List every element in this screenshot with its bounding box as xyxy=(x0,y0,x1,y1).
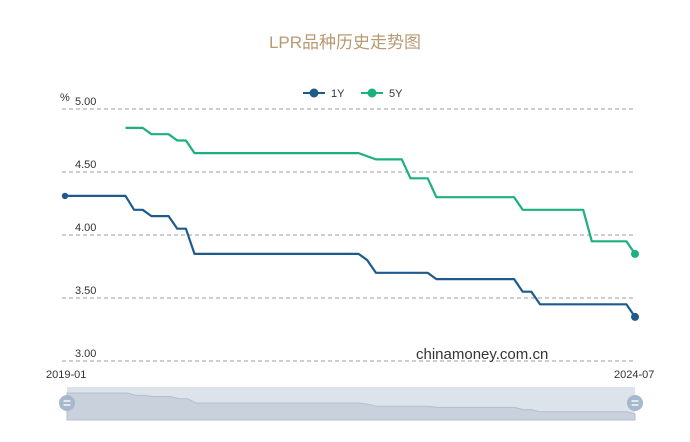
y-tick-label: 3.50 xyxy=(75,285,96,297)
y-tick-label: 4.00 xyxy=(75,222,96,234)
legend[interactable]: 1Y 5Y xyxy=(303,88,403,100)
series-end-point-1Y xyxy=(631,312,639,321)
slider-handle-left[interactable] xyxy=(59,395,75,411)
legend-marker xyxy=(309,88,319,98)
series-start-point-1Y xyxy=(61,192,69,200)
legend-label: 5Y xyxy=(389,88,403,100)
x-range-end-label: 2024-07 xyxy=(614,369,654,381)
y-axis-ticks: 5.00 4.50 4.00 3.50 3.00 xyxy=(75,96,96,360)
watermark: chinamoney.com.cn xyxy=(416,346,548,363)
data-zoom-slider[interactable] xyxy=(59,387,643,421)
series-layer xyxy=(61,126,639,321)
y-tick-label: 5.00 xyxy=(75,96,96,108)
y-tick-label: 3.00 xyxy=(75,348,96,360)
series-line-1Y xyxy=(65,194,636,318)
grid-lines xyxy=(62,108,636,362)
legend-marker xyxy=(367,88,377,98)
legend-item-5Y[interactable]: 5Y xyxy=(361,88,403,100)
legend-label: 1Y xyxy=(331,88,345,100)
y-axis-unit-label: % xyxy=(60,92,70,104)
chart-title: LPR品种历史走势图 xyxy=(269,33,421,52)
y-tick-label: 4.50 xyxy=(75,159,96,171)
x-range-start-label: 2019-01 xyxy=(46,369,86,381)
series-line-5Y xyxy=(125,126,636,255)
slider-handle-right[interactable] xyxy=(627,395,643,411)
slider-preview-area xyxy=(66,392,636,421)
series-end-point-5Y xyxy=(631,249,639,258)
legend-item-1Y[interactable]: 1Y xyxy=(303,88,345,100)
